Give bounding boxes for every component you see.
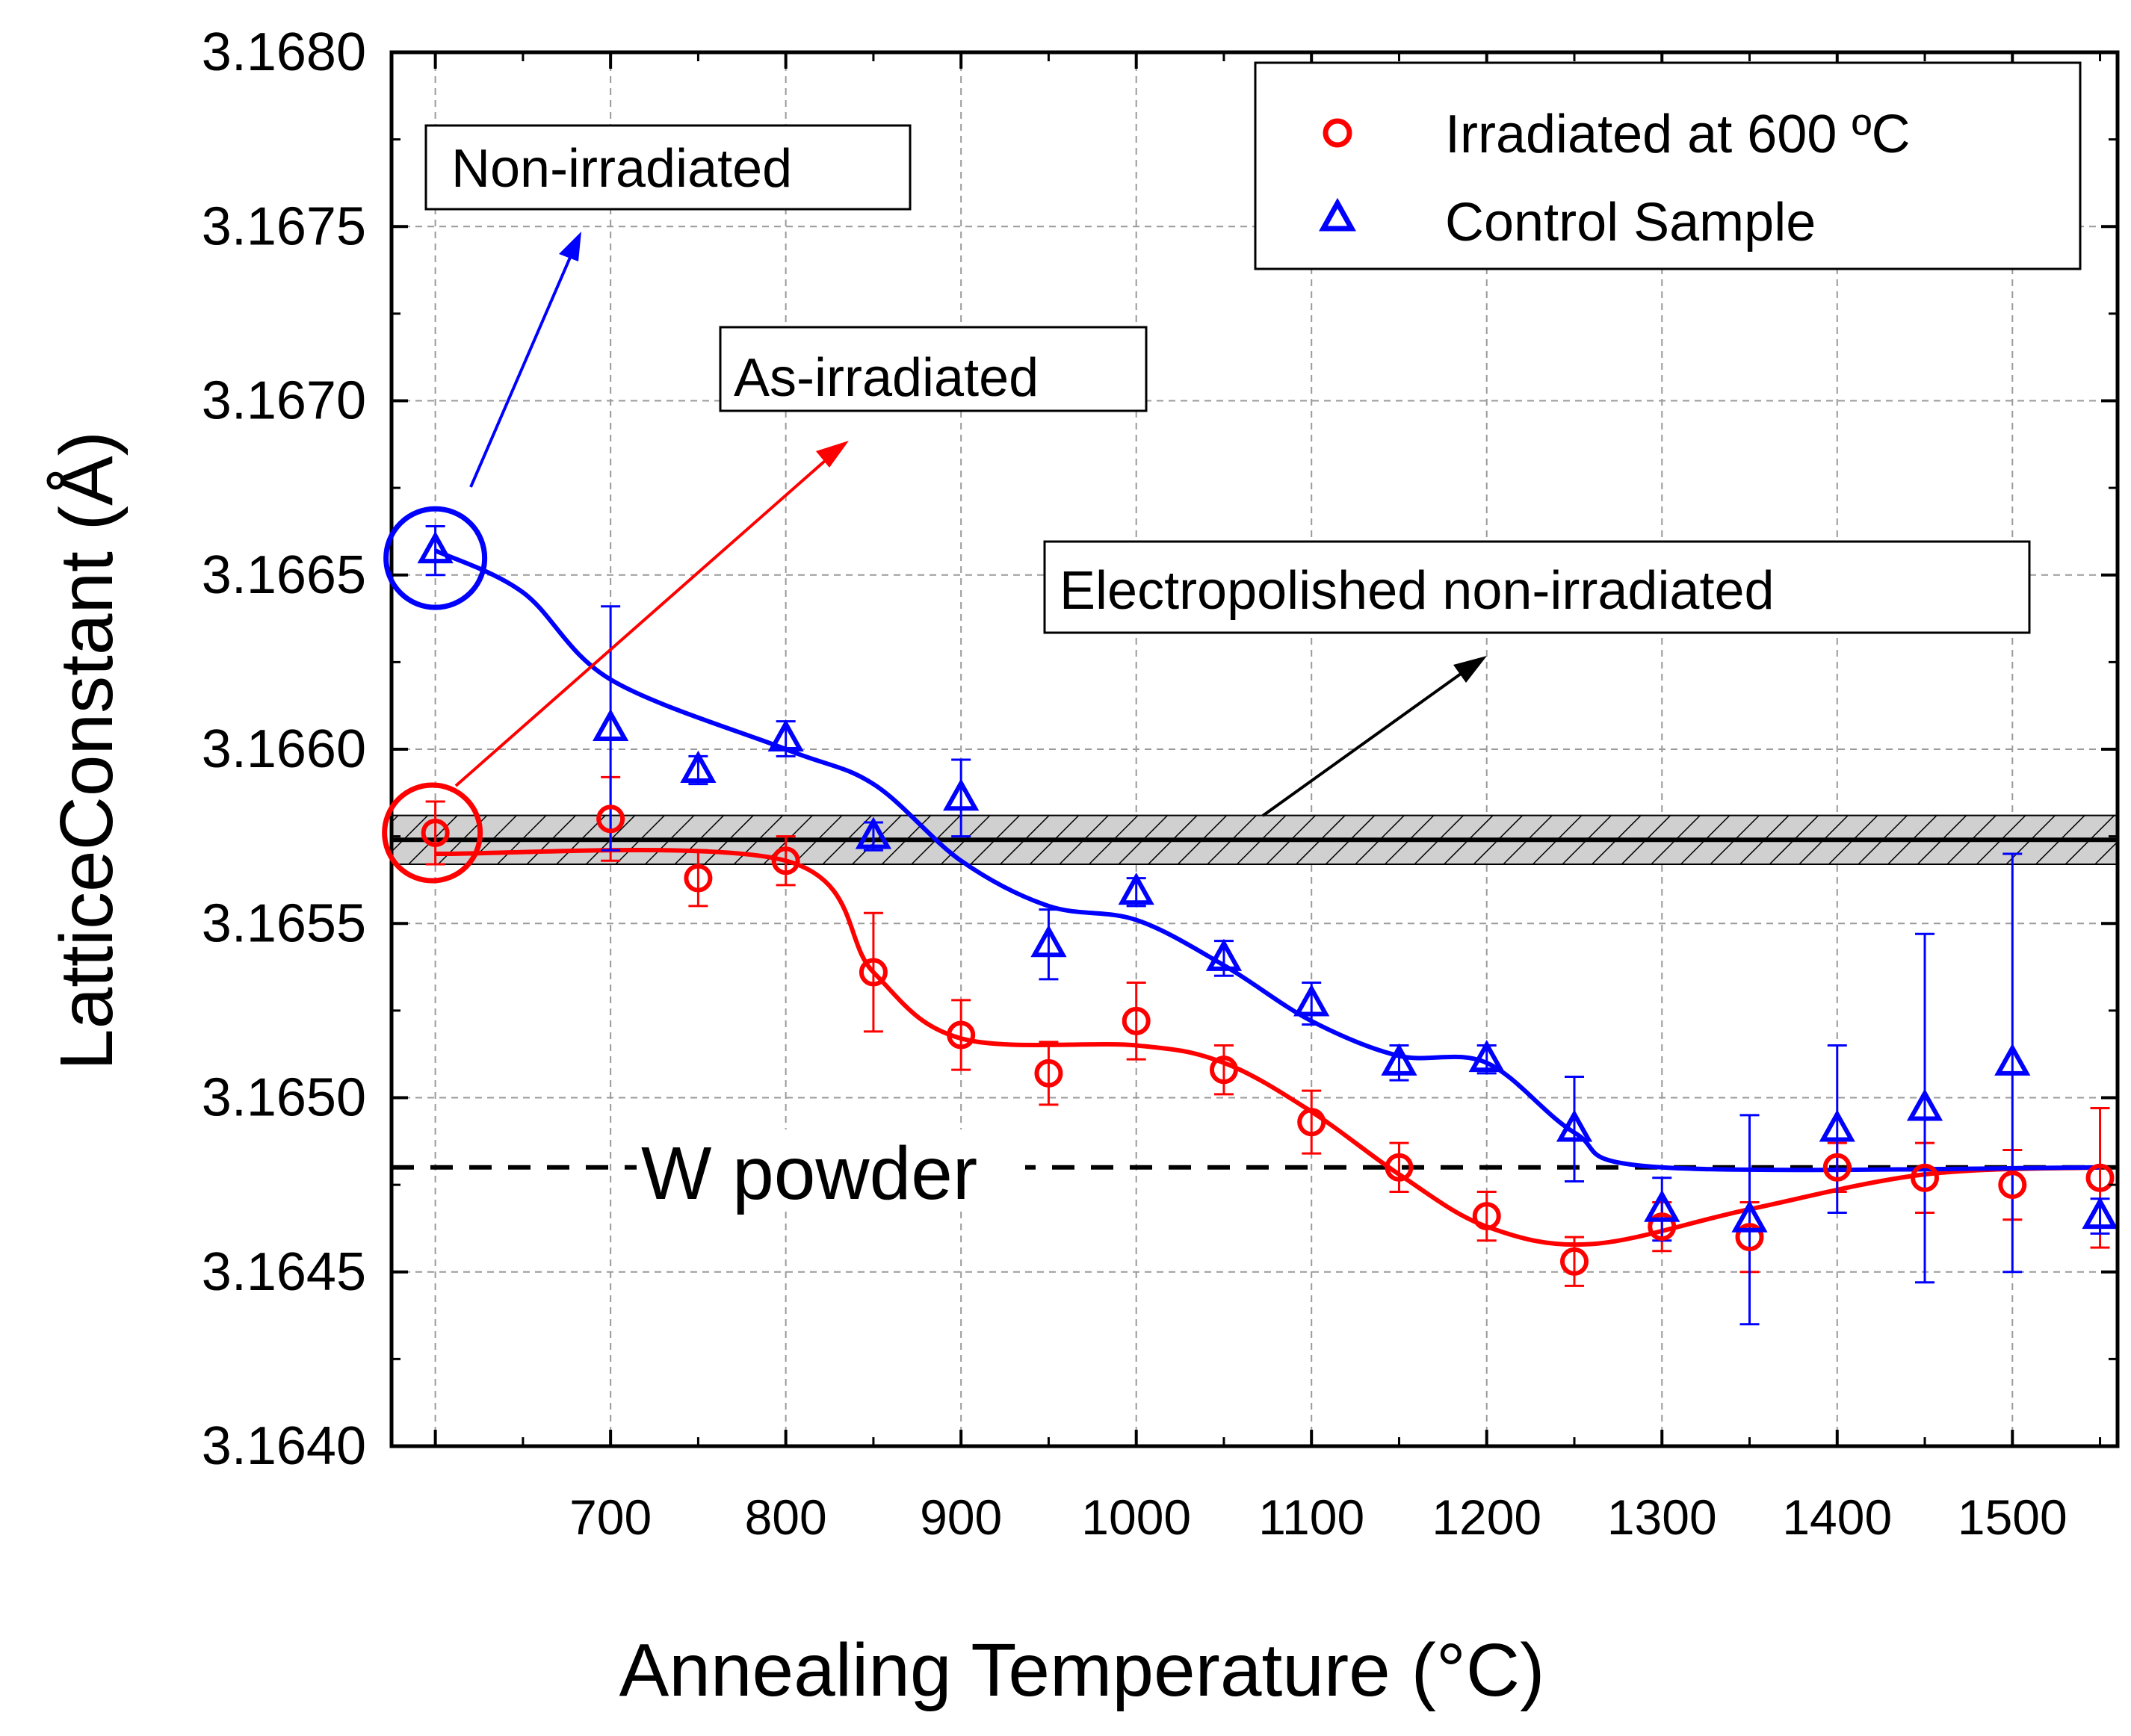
y-tick-label: 3.1645: [202, 1242, 366, 1302]
control-point: [1906, 1088, 1943, 1121]
legend-marker-irradiated: [1323, 118, 1352, 148]
y-axis-title: LatticeConstant (Å): [45, 431, 129, 1070]
irradiated-point: [1998, 1171, 2027, 1200]
x-tick-label: 900: [920, 1489, 1002, 1545]
reference-band: [392, 814, 2118, 1170]
x-tick-label: 1200: [1432, 1489, 1541, 1545]
y-tick-label: 3.1665: [202, 545, 366, 605]
y-tick-label: 3.1640: [202, 1416, 366, 1476]
y-tick-label: 3.1660: [202, 719, 366, 779]
y-tick-label: 3.1675: [202, 196, 366, 256]
irradiated-point: [1559, 1247, 1589, 1276]
annotation-box-non-irradiated: [424, 124, 912, 211]
control-point: [680, 750, 717, 783]
control-point: [1994, 1043, 2031, 1076]
y-tick-label: 3.1650: [202, 1068, 366, 1128]
irradiated-point: [1648, 1212, 1677, 1241]
irradiated-point: [1472, 1202, 1501, 1231]
annotation-electropolished: Electropolished non-irradiated: [1060, 561, 1775, 621]
control-point: [1468, 1040, 1505, 1073]
y-tick-label: 3.1670: [202, 371, 366, 431]
x-tick-label: 1100: [1258, 1489, 1364, 1545]
w-powder-label: W powder: [641, 1132, 977, 1215]
w-powder-label-bg: [637, 1129, 1025, 1212]
irradiated-point: [1735, 1223, 1764, 1252]
irradiated-point: [1209, 1055, 1238, 1085]
legend-label-irradiated: Irradiated at 600 ºC: [1445, 105, 1911, 164]
control-point: [417, 530, 454, 564]
irradiated-point: [947, 1020, 976, 1050]
y-tick-label: 3.1655: [202, 893, 366, 953]
legend: Irradiated at 600 ºC Control Sample: [1254, 61, 2082, 270]
axis-ticks: 700 800 900 1000 1100 1200 1300 1400 1500 3.1640 3…: [202, 22, 2118, 1545]
control-point: [1118, 872, 1154, 905]
control-point: [1205, 938, 1243, 971]
x-axis-title: Annealing Temperature (°C): [619, 1628, 1545, 1712]
irradiated-point: [771, 846, 800, 875]
irradiated-point: [2085, 1163, 2115, 1192]
highlight-circle-irradiated: [382, 782, 483, 884]
control-fit-curve: [434, 548, 2100, 1173]
legend-label-control: Control Sample: [1445, 193, 1816, 252]
fit-curves: [434, 548, 2100, 1247]
control-point: [767, 719, 804, 752]
control-point: [1644, 1189, 1680, 1222]
irradiated-point: [1034, 1058, 1063, 1088]
control-point: [1556, 1109, 1593, 1142]
irradiated-point: [1822, 1153, 1852, 1182]
y-tick-label: 3.1680: [202, 22, 366, 82]
control-point: [943, 778, 980, 811]
irradiated-point: [1297, 1108, 1326, 1137]
annotation-box-as-irradiated: [719, 326, 1148, 412]
irradiated-point: [684, 864, 713, 893]
control-point: [1293, 984, 1330, 1017]
x-tick-label: 700: [569, 1489, 652, 1545]
irradiated-point: [421, 818, 450, 847]
legend-box: [1254, 61, 2082, 270]
annotation-non-irradiated: Non-irradiated: [451, 139, 792, 199]
control-point: [1819, 1109, 1855, 1142]
arrow-as-irradiated: [454, 441, 849, 787]
control-point: [1030, 925, 1067, 958]
legend-marker-control: [1319, 197, 1356, 232]
control-point: [1381, 1043, 1417, 1076]
x-tick-label: 800: [745, 1489, 827, 1545]
control-point: [855, 816, 892, 849]
data-points: [417, 530, 2118, 1276]
annotation-box-electropolished: [1043, 540, 2031, 634]
annotation-as-irradiated: As-irradiated: [734, 348, 1039, 408]
control-point: [2082, 1196, 2118, 1230]
highlight-circle-control: [383, 506, 488, 610]
x-tick-label: 1500: [1958, 1489, 2067, 1545]
irradiated-point: [596, 805, 625, 834]
arrow-non-irradiated: [469, 232, 581, 488]
irradiated-point: [1385, 1153, 1414, 1182]
irradiated-point: [1122, 1006, 1151, 1035]
irradiated-fit-curve: [435, 848, 2100, 1247]
x-tick-label: 1000: [1081, 1489, 1191, 1545]
control-point: [593, 708, 629, 742]
x-tick-label: 1300: [1607, 1489, 1717, 1545]
arrow-electropolished: [1261, 656, 1487, 817]
irradiated-point: [859, 958, 888, 987]
x-tick-label: 1400: [1782, 1489, 1892, 1545]
irradiated-point: [1911, 1163, 1940, 1192]
control-point: [1731, 1200, 1768, 1233]
